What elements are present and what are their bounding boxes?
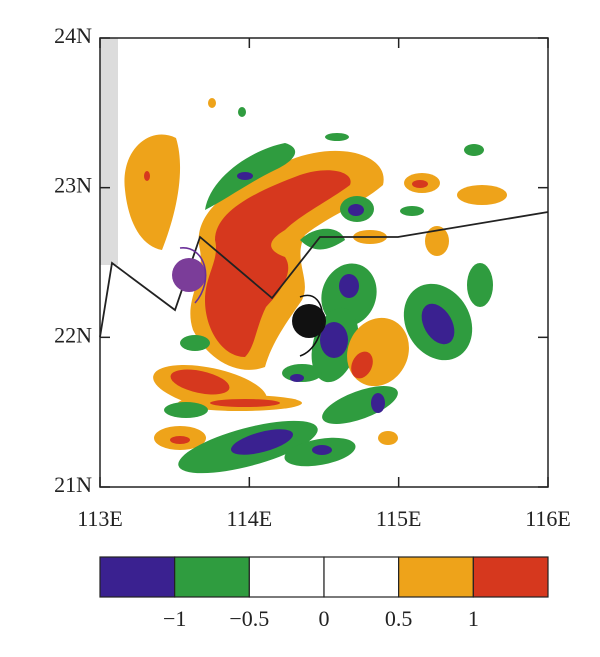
colorbar-box bbox=[398, 556, 474, 598]
colorbar: −1 −0.5 0 0.5 1 bbox=[99, 556, 549, 631]
colorbar-box bbox=[174, 556, 250, 598]
coastline bbox=[99, 211, 549, 338]
x-tick-label: 114E bbox=[227, 506, 273, 531]
colorbar-label: 0 bbox=[319, 606, 330, 631]
colorbar-box bbox=[472, 556, 549, 598]
colorbar-label: 1 bbox=[468, 606, 479, 631]
colorbar-box bbox=[99, 556, 176, 598]
colorbar-label: 0.5 bbox=[385, 606, 413, 631]
axes: 113E 114E 115E 116E 24N 23N 22N 21N bbox=[54, 23, 571, 531]
y-tick-label: 24N bbox=[54, 23, 92, 48]
y-tick-label: 23N bbox=[54, 173, 92, 198]
colorbar-box bbox=[248, 556, 325, 598]
black-track bbox=[299, 294, 324, 357]
plot-frame bbox=[99, 37, 549, 488]
black-marker bbox=[292, 304, 326, 338]
x-tick-label: 113E bbox=[77, 506, 123, 531]
y-tick-label: 22N bbox=[54, 322, 92, 347]
colorbar-label: −0.5 bbox=[229, 606, 269, 631]
colorbar-box bbox=[323, 556, 400, 598]
y-tick-label: 21N bbox=[54, 472, 92, 497]
x-tick-label: 115E bbox=[376, 506, 422, 531]
purple-track bbox=[179, 247, 207, 304]
contour-field bbox=[100, 38, 507, 474]
purple-marker bbox=[172, 258, 206, 292]
colorbar-label: −1 bbox=[163, 606, 186, 631]
x-tick-label: 116E bbox=[525, 506, 571, 531]
